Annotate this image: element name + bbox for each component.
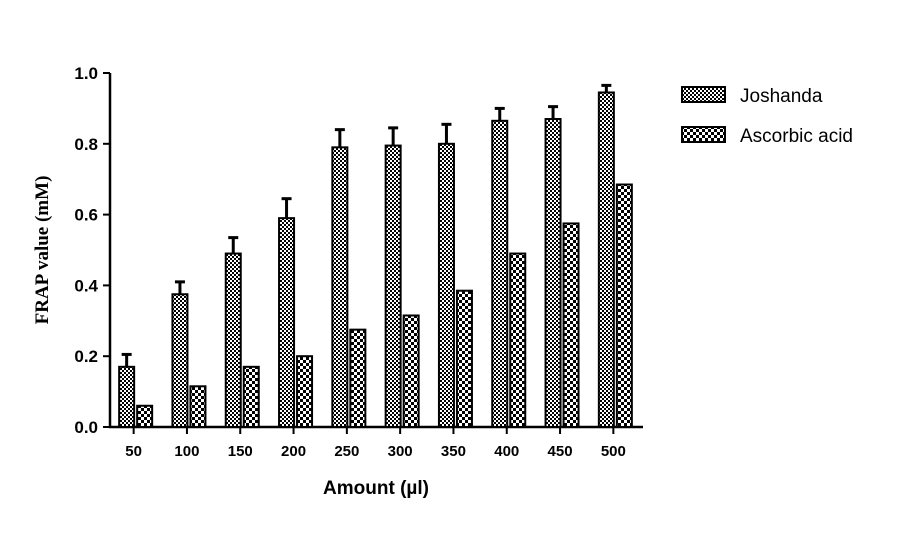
x-tick-label: 200 xyxy=(281,443,306,460)
bar-ascorbic-acid xyxy=(562,222,580,428)
y-tick-label: 0.4 xyxy=(74,276,98,295)
x-tick-label: 400 xyxy=(494,443,519,460)
x-tick-label: 150 xyxy=(228,443,253,460)
y-tick-label: 1.0 xyxy=(74,64,98,83)
bar-joshanda xyxy=(278,217,296,428)
bar-joshanda xyxy=(437,142,455,429)
bar-joshanda xyxy=(544,118,562,429)
x-tick-label: 100 xyxy=(174,443,199,460)
bar-ascorbic-acid xyxy=(296,355,314,429)
legend-swatch-joshanda xyxy=(681,86,726,103)
x-tick-label: 300 xyxy=(388,443,413,460)
y-ticks: 0.0 0.2 0.4 0.6 0.8 1.0 xyxy=(74,64,110,437)
bar-ascorbic-acid xyxy=(136,404,154,429)
bar-joshanda xyxy=(384,144,402,428)
bar-ascorbic-acid xyxy=(189,385,207,429)
bar-ascorbic-acid xyxy=(615,183,633,428)
bar-joshanda xyxy=(491,119,509,428)
legend-label-joshanda: Joshanda xyxy=(740,86,823,107)
bar-ascorbic-acid xyxy=(349,328,367,428)
y-axis-label: FRAP value (mM) xyxy=(32,176,53,325)
bar-joshanda xyxy=(331,146,349,428)
y-tick-label: 0.6 xyxy=(74,206,98,225)
bar-ascorbic-acid xyxy=(242,365,260,429)
bar-ascorbic-acid xyxy=(402,314,420,428)
bar-joshanda xyxy=(118,365,136,429)
bar-joshanda xyxy=(224,252,242,428)
x-tick-label: 450 xyxy=(548,443,573,460)
y-tick-label: 0.8 xyxy=(74,135,98,154)
x-ticks: 50 100 150 200 250 300 350 400 450 500 xyxy=(125,427,626,460)
bar-ascorbic-acid xyxy=(509,252,527,428)
x-tick-label: 50 xyxy=(125,443,142,460)
legend-swatch-ascorbic-acid xyxy=(681,126,726,143)
y-tick-label: 0.0 xyxy=(74,418,98,437)
x-axis-label: Amount (µl) xyxy=(323,478,429,499)
x-tick-label: 500 xyxy=(601,443,626,460)
bars xyxy=(118,83,633,429)
legend-label-ascorbic-acid: Ascorbic acid xyxy=(740,126,853,147)
y-tick-label: 0.2 xyxy=(74,347,98,366)
bar-ascorbic-acid xyxy=(455,289,473,428)
x-tick-label: 250 xyxy=(334,443,359,460)
bar-joshanda xyxy=(597,91,615,428)
bar-joshanda xyxy=(171,293,189,428)
x-tick-label: 350 xyxy=(441,443,466,460)
legend: Joshanda Ascorbic acid xyxy=(681,86,853,147)
